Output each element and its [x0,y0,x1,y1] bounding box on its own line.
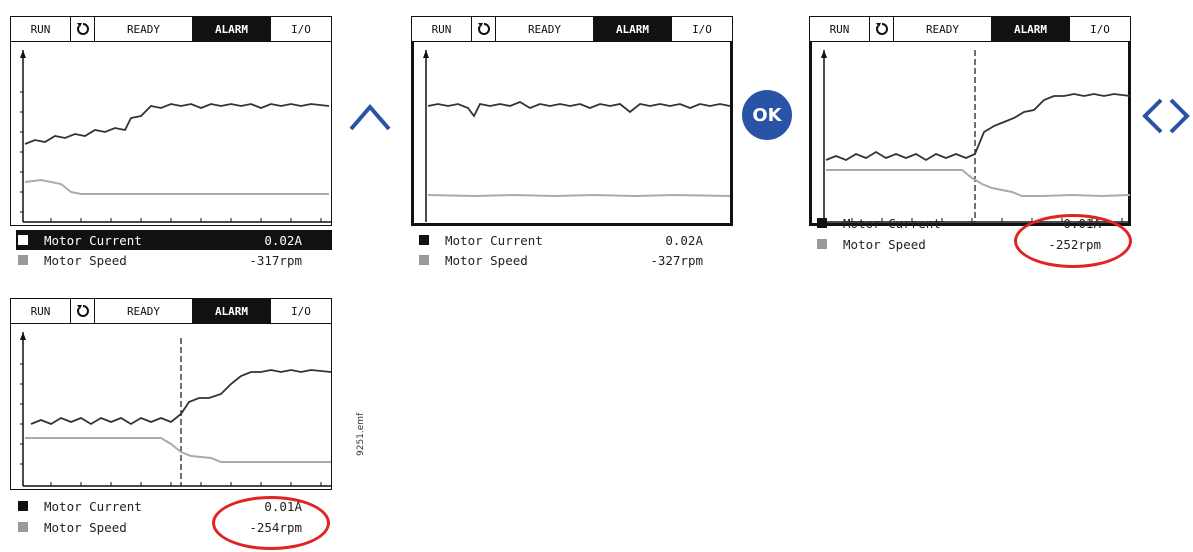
motor-current-trace [24,103,330,145]
status-io: I/O [692,22,712,36]
trend-plot [10,324,332,490]
motor-current-label: Motor Current [445,232,543,248]
status-alarm: ALARM [992,17,1070,41]
status-bar: RUN READY ALARM I/O [10,16,332,42]
status-alarm: ALARM [594,17,672,41]
current-swatch [18,235,28,245]
legend-row-motor-speed[interactable]: Motor Speed -317rpm [16,250,332,270]
figure-label: 9251.emf [356,412,366,456]
motor-speed-label: Motor Speed [44,252,127,268]
status-bar: RUN READY ALARM I/O [411,16,733,42]
chevron-left-right-icon[interactable] [1139,96,1193,136]
trend-plot [10,42,332,226]
speed-swatch [817,239,827,249]
motor-speed-trace [826,169,1131,198]
motor-speed-value: -327rpm [650,252,703,268]
speed-value-highlight-ring [1014,214,1132,268]
motor-current-value: 0.02A [665,232,703,248]
rotation-direction-icon [870,17,894,41]
motor-current-trace [825,93,1131,162]
speed-swatch [18,522,28,532]
status-io: I/O [1090,22,1110,36]
rotation-direction-icon [71,17,95,41]
status-bar: RUN READY ALARM I/O [10,298,332,324]
current-swatch [419,235,429,245]
status-io: I/O [291,22,311,36]
current-swatch [817,218,827,228]
motor-speed-label: Motor Speed [44,519,127,535]
status-ready: READY [496,17,594,41]
status-run: RUN [11,17,71,41]
status-run: RUN [810,17,870,41]
motor-current-label: Motor Current [44,498,142,514]
status-io: I/O [291,304,311,318]
legend-row-motor-speed[interactable]: Motor Speed -327rpm [417,250,733,270]
legend-row-motor-current[interactable]: Motor Current 0.02A [417,230,733,250]
trend-plot [809,42,1131,226]
status-run: RUN [11,299,71,323]
motor-speed-value: -317rpm [249,252,302,268]
motor-speed-trace [25,437,331,463]
speed-swatch [18,255,28,265]
motor-current-trace [427,100,731,118]
rotation-direction-icon [71,299,95,323]
motor-speed-trace [427,193,731,198]
motor-current-label: Motor Current [44,232,142,248]
motor-current-label: Motor Current [843,215,941,231]
rotation-direction-icon [472,17,496,41]
status-bar: RUN READY ALARM I/O [809,16,1131,42]
motor-current-value: 0.02A [264,232,302,248]
current-swatch [18,501,28,511]
trend-plot [411,42,733,226]
status-alarm: ALARM [193,17,271,41]
status-ready: READY [95,17,193,41]
motor-speed-trace [24,178,329,195]
ok-button[interactable]: OK [742,90,792,140]
motor-speed-label: Motor Speed [843,236,926,252]
status-ready: READY [95,299,193,323]
speed-value-highlight-ring [212,496,330,550]
chevron-up-icon[interactable] [347,101,393,133]
legend-row-motor-current[interactable]: Motor Current 0.02A [16,230,332,250]
motor-speed-label: Motor Speed [445,252,528,268]
status-alarm: ALARM [193,299,271,323]
motor-current-trace [30,369,332,426]
speed-swatch [419,255,429,265]
status-run: RUN [412,17,472,41]
status-ready: READY [894,17,992,41]
